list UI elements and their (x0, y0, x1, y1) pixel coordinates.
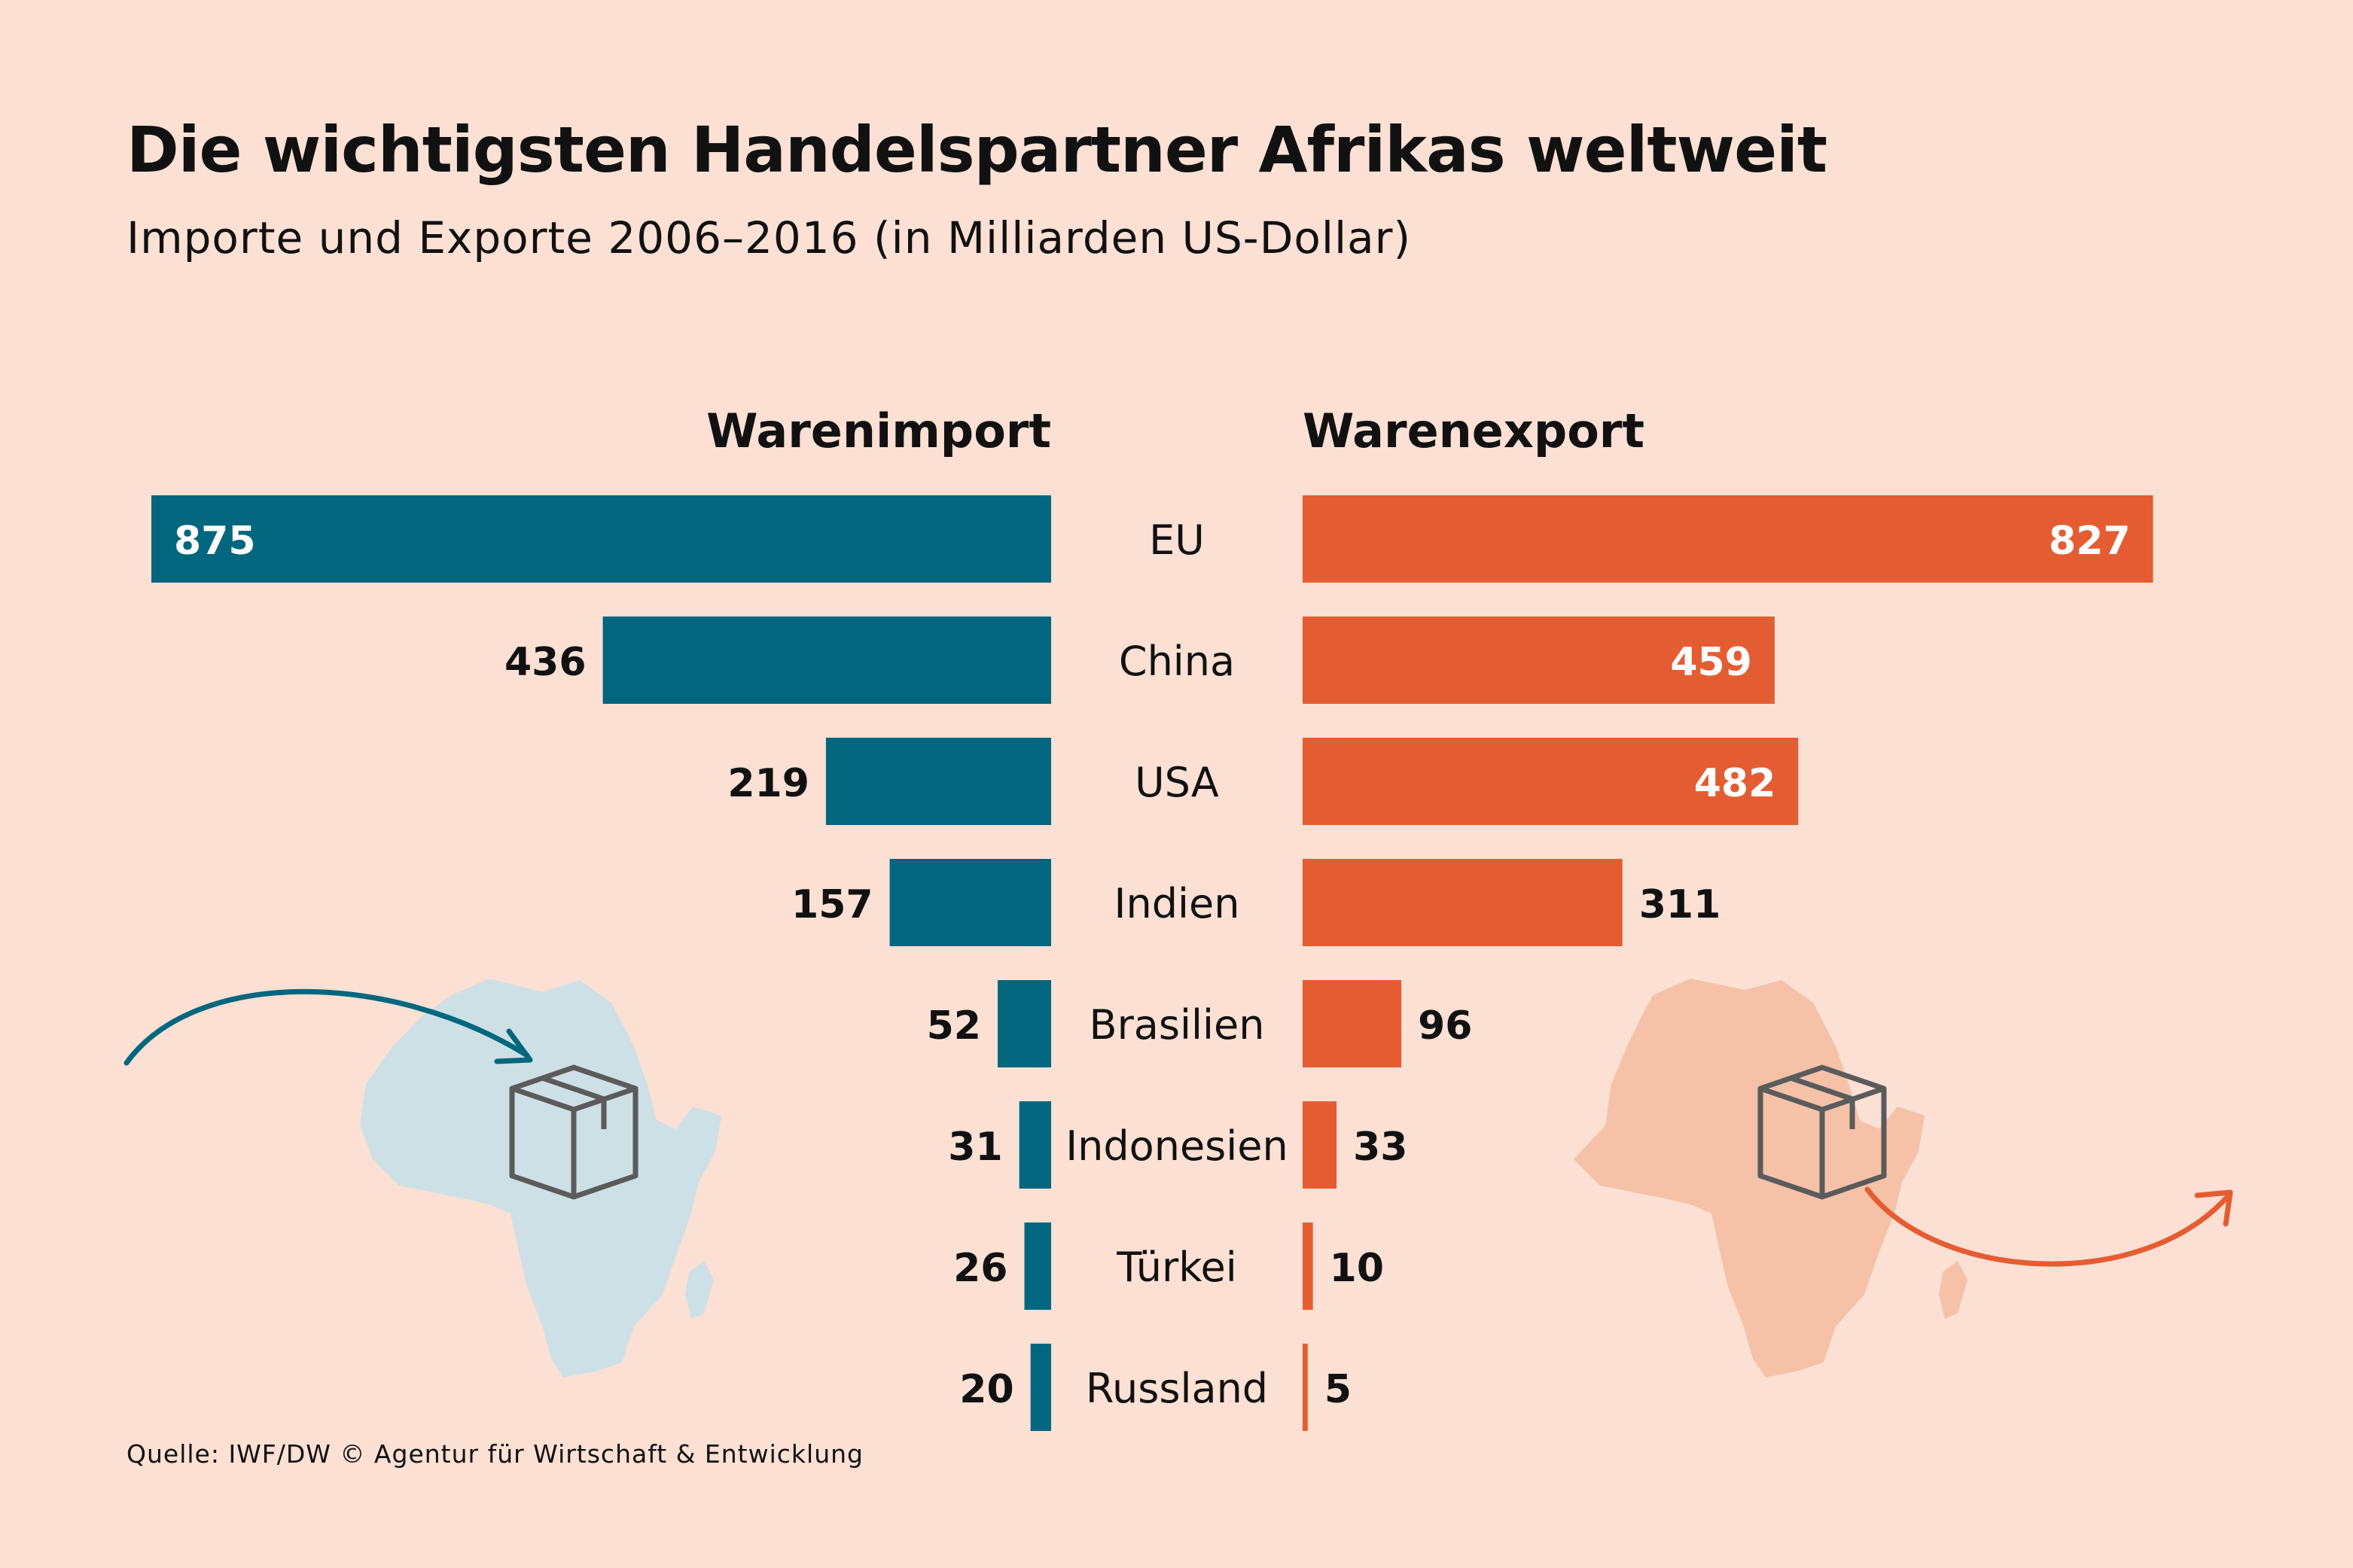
import-bar-brasilien (997, 980, 1051, 1067)
import-bar-eu (151, 495, 1051, 583)
import-bar-russland (1030, 1344, 1051, 1431)
import-series-heading: Warenimport (706, 403, 1051, 458)
export-value-label-russland: 5 (1324, 1367, 1352, 1412)
africa-continent-export-shape (1574, 979, 1925, 1378)
madagascar-import-shape (685, 1261, 714, 1319)
import-bar-indien (889, 859, 1051, 946)
import-bar-usa (825, 738, 1051, 825)
source-note: Quelle: IWF/DW © Agentur für Wirtschaft … (126, 1439, 864, 1469)
category-label-usa: USA (1135, 759, 1219, 806)
category-label-indonesien: Indonesien (1065, 1122, 1288, 1170)
export-value-label-indonesien: 33 (1353, 1125, 1407, 1170)
import-bar-china (602, 617, 1051, 704)
import-value-label-russland: 20 (959, 1367, 1013, 1412)
import-value-label-brasilien: 52 (927, 1003, 981, 1049)
category-label-t-rkei: Türkei (1116, 1244, 1237, 1291)
bars-layer: 875 827 EU 436 459 China 219 482 USA 157 311 Indien… (151, 495, 2153, 1431)
export-value-label-usa: 482 (1694, 761, 1776, 806)
export-bar-brasilien (1303, 980, 1402, 1067)
export-bar-t-rkei (1303, 1222, 1313, 1310)
africa-continent-import-shape (360, 979, 721, 1378)
category-label-brasilien: Brasilien (1090, 1001, 1265, 1049)
import-value-label-eu: 875 (174, 519, 256, 564)
africa-map-import-icon (123, 979, 721, 1378)
package-box-icon (509, 1064, 639, 1200)
export-bar-eu (1303, 495, 2153, 583)
import-arrow-head-icon (494, 1028, 533, 1064)
export-series-heading: Warenexport (1303, 403, 1644, 458)
export-bar-indien (1303, 859, 1623, 946)
export-bar-usa (1303, 738, 1799, 825)
import-bar-indonesien (1019, 1101, 1051, 1189)
export-bar-russland (1303, 1344, 1308, 1431)
import-arrow-icon (123, 988, 530, 1066)
import-value-label-indien: 157 (791, 882, 873, 927)
category-label-eu: EU (1149, 516, 1205, 564)
export-value-label-eu: 827 (2049, 519, 2131, 564)
export-bar-indonesien (1303, 1101, 1337, 1189)
package-box-icon (1757, 1064, 1887, 1200)
export-bar-china (1303, 617, 1775, 704)
category-label-indien: Indien (1114, 880, 1240, 927)
import-value-label-usa: 219 (727, 761, 809, 806)
madagascar-export-shape (1939, 1261, 1967, 1319)
africa-map-export-icon (1574, 979, 2233, 1378)
chart-subtitle: Importe und Exporte 2006–2016 (in Millia… (126, 212, 1412, 263)
category-label-china: China (1119, 638, 1235, 685)
export-value-label-china: 459 (1670, 640, 1752, 685)
chart-title: Die wichtigsten Handelspartner Afrikas w… (126, 113, 1827, 187)
category-label-russland: Russland (1086, 1365, 1268, 1412)
export-value-label-indien: 311 (1639, 882, 1721, 927)
export-value-label-brasilien: 96 (1418, 1003, 1472, 1049)
export-value-label-t-rkei: 10 (1330, 1246, 1384, 1291)
export-arrow-head-icon (2194, 1189, 2233, 1227)
import-value-label-china: 436 (504, 640, 587, 685)
import-bar-t-rkei (1024, 1222, 1051, 1310)
export-arrow-icon (1864, 1186, 2230, 1267)
import-value-label-indonesien: 31 (948, 1125, 1002, 1170)
import-value-label-t-rkei: 26 (953, 1246, 1007, 1291)
